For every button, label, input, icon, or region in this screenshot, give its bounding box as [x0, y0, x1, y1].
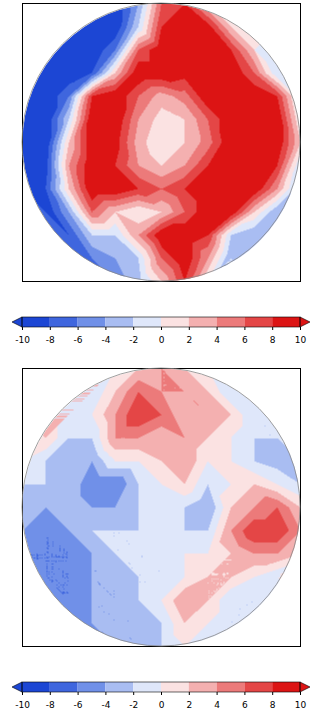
svg-text:4: 4: [214, 700, 220, 710]
svg-text:10: 10: [295, 335, 307, 345]
svg-text:2: 2: [186, 700, 192, 710]
svg-text:-10: -10: [15, 335, 30, 345]
svg-text:-2: -2: [129, 700, 138, 710]
svg-text:-8: -8: [46, 335, 55, 345]
svg-text:-6: -6: [74, 700, 83, 710]
svg-text:-6: -6: [74, 335, 83, 345]
svg-text:8: 8: [270, 700, 276, 710]
svg-text:-8: -8: [46, 700, 55, 710]
svg-text:2: 2: [186, 335, 192, 345]
svg-text:-2: -2: [129, 335, 138, 345]
svg-text:-10: -10: [15, 700, 30, 710]
svg-text:-4: -4: [101, 700, 110, 710]
svg-text:0: 0: [159, 700, 165, 710]
svg-text:8: 8: [270, 335, 276, 345]
svg-text:0: 0: [159, 335, 165, 345]
svg-text:4: 4: [214, 335, 220, 345]
svg-text:10: 10: [295, 700, 307, 710]
svg-text:-4: -4: [101, 335, 110, 345]
svg-text:6: 6: [242, 335, 248, 345]
svg-text:6: 6: [242, 700, 248, 710]
